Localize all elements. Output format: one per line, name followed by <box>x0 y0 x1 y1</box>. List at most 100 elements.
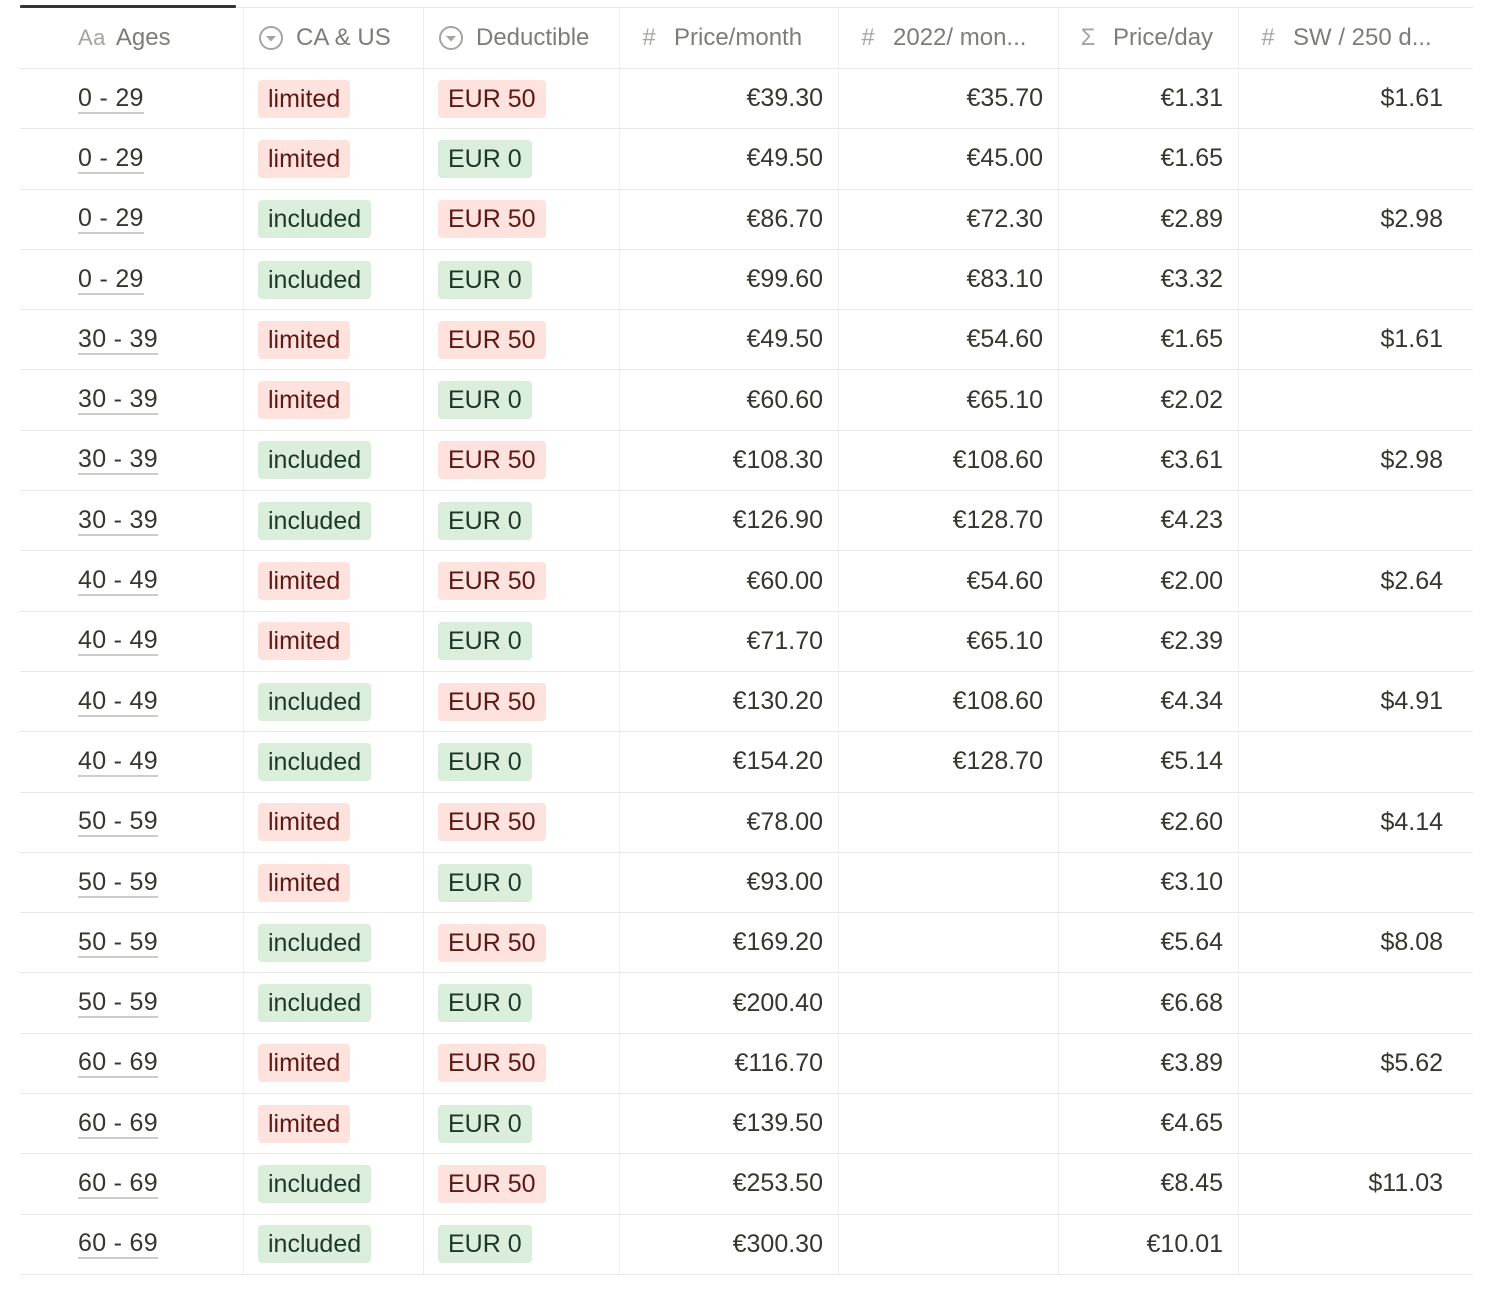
cell-2022-month[interactable] <box>839 852 1059 913</box>
cell-price-month[interactable]: €49.50 <box>620 129 839 189</box>
cell-ages[interactable]: 60 - 69 <box>20 1214 244 1274</box>
cell-price-month[interactable]: €154.20 <box>620 732 839 792</box>
table-row[interactable]: 0 - 29 limited EUR 0 €49.50 €45.00 €1.65 <box>20 129 1473 190</box>
column-header-price-month[interactable]: # Price/month <box>620 8 839 68</box>
cell-ca-us[interactable]: limited <box>244 310 424 370</box>
cell-price-day[interactable]: €10.01 <box>1059 1214 1239 1274</box>
cell-ages[interactable]: 30 - 39 <box>20 370 244 430</box>
row-title-link[interactable]: 40 - 49 <box>78 566 158 597</box>
table-row[interactable]: 50 - 59 limited EUR 50 €78.00 €2.60 $4.14 <box>20 792 1473 853</box>
cell-price-month[interactable]: €93.00 <box>620 852 839 913</box>
table-row[interactable]: 50 - 59 included EUR 50 €169.20 €5.64 $8.08 <box>20 913 1473 974</box>
cell-price-month[interactable]: €49.50 <box>620 310 839 370</box>
table-row[interactable]: 0 - 29 included EUR 50 €86.70 €72.30 €2.89 $2.… <box>20 189 1473 250</box>
cell-sw-250[interactable] <box>1239 612 1473 671</box>
cell-2022-month[interactable]: €108.60 <box>839 430 1059 491</box>
cell-sw-250[interactable] <box>1239 853 1473 912</box>
cell-price-month[interactable]: €60.60 <box>620 370 839 430</box>
cell-sw-250[interactable]: $11.03 <box>1368 1169 1443 1198</box>
cell-price-month[interactable]: €71.70 <box>620 611 839 671</box>
cell-price-day[interactable]: €3.10 <box>1059 852 1239 913</box>
row-title-link[interactable]: 0 - 29 <box>78 204 144 235</box>
cell-sw-250[interactable] <box>1239 250 1473 309</box>
row-title-link[interactable]: 0 - 29 <box>78 264 144 295</box>
row-title-link[interactable]: 0 - 29 <box>78 83 144 114</box>
column-header-2022-month[interactable]: # 2022/ mon... <box>839 8 1059 68</box>
cell-price-month[interactable]: €126.90 <box>620 491 839 551</box>
cell-ages[interactable]: 40 - 49 <box>20 611 244 671</box>
cell-deductible[interactable]: EUR 50 <box>424 792 620 852</box>
table-row[interactable]: 30 - 39 limited EUR 0 €60.60 €65.10 €2.02 <box>20 370 1473 431</box>
cell-sw-250[interactable]: $5.62 <box>1380 1048 1443 1077</box>
table-row[interactable]: 60 - 69 limited EUR 0 €139.50 €4.65 <box>20 1094 1473 1155</box>
cell-ca-us[interactable]: limited <box>244 852 424 913</box>
cell-sw-250[interactable]: $2.64 <box>1380 566 1443 595</box>
cell-2022-month[interactable]: €45.00 <box>839 129 1059 189</box>
cell-price-month[interactable]: €78.00 <box>620 792 839 852</box>
cell-sw-250[interactable] <box>1239 1215 1473 1274</box>
cell-deductible[interactable]: EUR 0 <box>424 370 620 430</box>
cell-2022-month[interactable] <box>839 1033 1059 1094</box>
cell-deductible[interactable]: EUR 50 <box>424 671 620 732</box>
cell-deductible[interactable]: EUR 0 <box>424 852 620 913</box>
cell-deductible[interactable]: EUR 0 <box>424 1214 620 1274</box>
table-row[interactable]: 40 - 49 limited EUR 0 €71.70 €65.10 €2.39 <box>20 611 1473 672</box>
cell-ca-us[interactable]: included <box>244 249 424 310</box>
cell-ca-us[interactable]: limited <box>244 1094 424 1154</box>
cell-deductible[interactable]: EUR 50 <box>424 189 620 249</box>
cell-2022-month[interactable] <box>839 913 1059 973</box>
cell-2022-month[interactable] <box>839 1094 1059 1154</box>
table-row[interactable]: 40 - 49 included EUR 0 €154.20 €128.70 €5.14 <box>20 732 1473 793</box>
cell-price-day[interactable]: €4.34 <box>1059 671 1239 732</box>
cell-sw-250[interactable] <box>1239 370 1473 429</box>
cell-price-day[interactable]: €1.31 <box>1059 69 1239 129</box>
cell-ca-us[interactable]: limited <box>244 370 424 430</box>
cell-deductible[interactable]: EUR 0 <box>424 129 620 189</box>
cell-ca-us[interactable]: included <box>244 491 424 551</box>
cell-2022-month[interactable]: €54.60 <box>839 551 1059 611</box>
cell-price-day[interactable]: €3.61 <box>1059 430 1239 491</box>
cell-ca-us[interactable]: included <box>244 732 424 792</box>
cell-ca-us[interactable]: limited <box>244 792 424 852</box>
cell-ages[interactable]: 60 - 69 <box>20 1033 244 1094</box>
cell-ages[interactable]: 0 - 29 <box>20 69 244 129</box>
cell-price-month[interactable]: €300.30 <box>620 1214 839 1274</box>
column-header-ca-us[interactable]: CA & US <box>244 8 424 68</box>
cell-price-day[interactable]: €3.89 <box>1059 1033 1239 1094</box>
cell-price-day[interactable]: €4.23 <box>1059 491 1239 551</box>
table-row[interactable]: 0 - 29 included EUR 0 €99.60 €83.10 €3.32 <box>20 249 1473 311</box>
cell-ages[interactable]: 50 - 59 <box>20 792 244 852</box>
table-row[interactable]: 50 - 59 limited EUR 0 €93.00 €3.10 <box>20 852 1473 914</box>
cell-ages[interactable]: 30 - 39 <box>20 310 244 370</box>
cell-sw-250[interactable]: $2.98 <box>1380 445 1443 474</box>
cell-ca-us[interactable]: limited <box>244 1033 424 1094</box>
cell-ca-us[interactable]: included <box>244 189 424 249</box>
table-row[interactable]: 40 - 49 limited EUR 50 €60.00 €54.60 €2.00 $2.… <box>20 551 1473 612</box>
cell-sw-250[interactable] <box>1239 1094 1473 1153</box>
cell-price-day[interactable]: €6.68 <box>1059 973 1239 1033</box>
row-title-link[interactable]: 50 - 59 <box>78 927 158 958</box>
row-title-link[interactable]: 40 - 49 <box>78 746 158 777</box>
cell-ca-us[interactable]: included <box>244 1154 424 1214</box>
cell-ages[interactable]: 50 - 59 <box>20 973 244 1033</box>
cell-deductible[interactable]: EUR 50 <box>424 551 620 611</box>
cell-price-day[interactable]: €5.14 <box>1059 732 1239 792</box>
cell-ages[interactable]: 50 - 59 <box>20 913 244 973</box>
cell-ages[interactable]: 40 - 49 <box>20 671 244 732</box>
cell-deductible[interactable]: EUR 50 <box>424 1154 620 1214</box>
cell-deductible[interactable]: EUR 50 <box>424 1033 620 1094</box>
cell-deductible[interactable]: EUR 50 <box>424 913 620 973</box>
cell-2022-month[interactable]: €108.60 <box>839 671 1059 732</box>
cell-price-month[interactable]: €169.20 <box>620 913 839 973</box>
cell-price-day[interactable]: €2.02 <box>1059 370 1239 430</box>
cell-2022-month[interactable]: €128.70 <box>839 491 1059 551</box>
cell-sw-250[interactable] <box>1239 973 1473 1032</box>
cell-deductible[interactable]: EUR 0 <box>424 732 620 792</box>
cell-price-day[interactable]: €1.65 <box>1059 129 1239 189</box>
row-title-link[interactable]: 60 - 69 <box>78 1229 158 1260</box>
cell-ca-us[interactable]: included <box>244 671 424 732</box>
cell-ages[interactable]: 30 - 39 <box>20 430 244 491</box>
cell-price-month[interactable]: €116.70 <box>620 1033 839 1094</box>
cell-sw-250[interactable]: $1.61 <box>1380 325 1443 354</box>
cell-deductible[interactable]: EUR 50 <box>424 310 620 370</box>
